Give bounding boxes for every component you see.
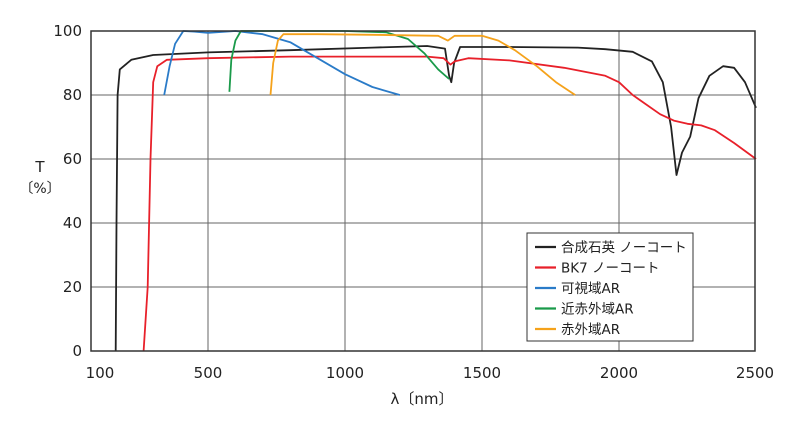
y-tick-label: 80 — [63, 86, 82, 104]
grid — [91, 31, 755, 351]
series-line-1 — [142, 55, 757, 352]
x-tick-label: 500 — [194, 364, 223, 382]
legend-label: BK7 ノーコート — [561, 261, 660, 277]
series-line-3 — [228, 30, 450, 92]
plot-frame — [90, 30, 756, 352]
y-tick-label: 40 — [63, 214, 82, 232]
tick-labels: 100 500 1000 1500 2000 2500 0 20 40 60 80 100 — [53, 22, 774, 382]
legend-label: 可視域AR — [561, 281, 620, 297]
x-tick-label: 100 — [86, 364, 115, 382]
x-tick-label: 1000 — [326, 364, 364, 382]
y-tick-label: 60 — [63, 150, 82, 168]
y-tick-label: 0 — [72, 342, 82, 360]
series-line-2 — [163, 30, 401, 96]
x-tick-label: 1500 — [463, 364, 501, 382]
y-axis-label: T — [34, 158, 45, 176]
y-axis-unit: 〔%〕 — [19, 181, 60, 197]
legend-label: 近赤外域AR — [561, 302, 634, 318]
series-line-4 — [269, 33, 576, 96]
legend-label: 合成石英 ノーコート — [561, 239, 687, 256]
x-axis-label: λ〔nm〕 — [391, 390, 454, 408]
y-tick-label: 100 — [53, 22, 82, 40]
x-tick-label: 2500 — [736, 364, 774, 382]
y-tick-label: 20 — [63, 278, 82, 296]
legend-label: 赤外域AR — [561, 322, 620, 338]
x-tick-label: 2000 — [600, 364, 638, 382]
